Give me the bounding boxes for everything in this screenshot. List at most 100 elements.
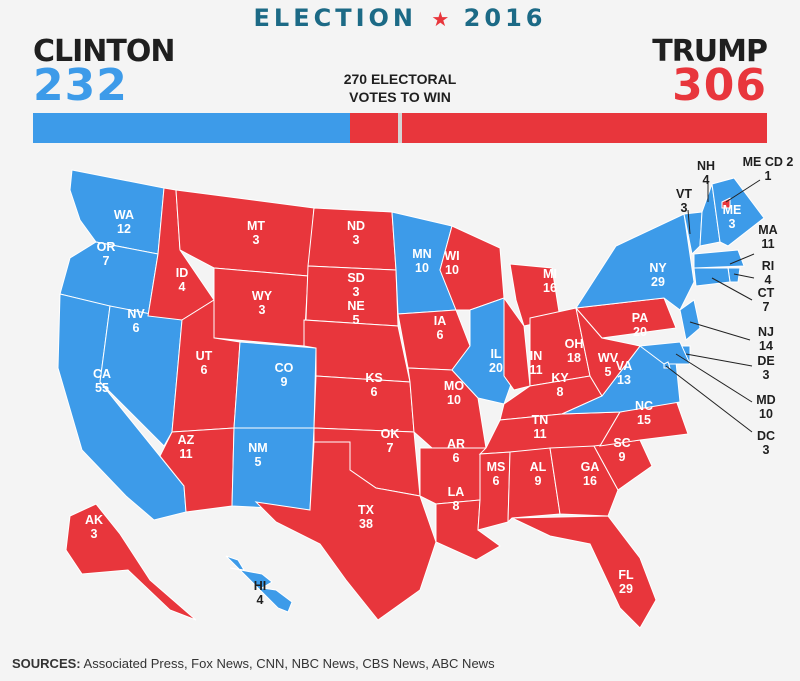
state-label-de: DE 3 <box>757 354 774 382</box>
state-shape-nm <box>231 427 315 511</box>
state-shape-me <box>711 177 765 247</box>
state-label-ar: AR 6 <box>447 437 465 465</box>
state-shape-ms <box>477 451 511 531</box>
state-shape-nc <box>599 399 689 447</box>
state-label-ca: CA 55 <box>93 367 111 395</box>
state-shape-ny <box>575 213 695 311</box>
electoral-vote-bar <box>33 113 767 143</box>
state-shape-fl <box>511 515 657 629</box>
trump-votes: 306 <box>672 60 767 111</box>
us-electoral-map: WA 12 OR 7 CA 55 NV 6 ID 4 MT 3 WY 3 UT 6 AZ 11 CO 9 NM 5 ND 3 S… <box>57 155 793 629</box>
threshold-marker <box>398 113 402 143</box>
state-label-tn: TN 11 <box>532 413 549 441</box>
state-shape-al <box>507 447 561 524</box>
state-shape-hi <box>225 555 293 613</box>
state-label-ia: IA 6 <box>434 314 447 342</box>
state-label-ak: AK 3 <box>85 513 103 541</box>
state-label-az: AZ 11 <box>178 433 195 461</box>
state-shape-ak <box>65 503 197 621</box>
threshold-label: 270 ELECTORAL VOTES TO WIN <box>300 70 500 106</box>
callout-line-de <box>685 353 753 367</box>
state-shape-ct <box>693 267 731 287</box>
state-label-ms: MS 6 <box>487 460 506 488</box>
state-label-ri: RI 4 <box>762 259 775 287</box>
state-label-il: IL 20 <box>489 347 503 375</box>
state-label-mn: MN 10 <box>412 247 431 275</box>
sources-text: Associated Press, Fox News, CNN, NBC New… <box>80 656 495 671</box>
callout-lines <box>665 179 761 433</box>
state-shape-ks <box>313 375 415 433</box>
state-label-wa: WA 12 <box>114 208 134 236</box>
state-label-fl: FL 29 <box>618 568 634 596</box>
state-label-al: AL 9 <box>530 460 547 488</box>
callout-line-md <box>675 353 753 403</box>
state-shape-wv <box>575 306 641 397</box>
state-label-wv: WV 5 <box>598 351 619 379</box>
state-label-nj: NJ 14 <box>758 325 774 353</box>
clinton-bar-segment <box>33 113 350 143</box>
state-label-sc: SC 9 <box>613 436 630 464</box>
callout-line-ri <box>733 273 755 279</box>
state-label-mt: MT 3 <box>247 219 265 247</box>
state-shape-in <box>503 296 531 391</box>
state-label-me: ME 3 <box>723 203 742 231</box>
state-label-wy: WY 3 <box>252 289 273 317</box>
state-label-mi: MI 16 <box>543 267 557 295</box>
state-label-nv: NV 6 <box>127 307 145 335</box>
state-label-dc: DC 3 <box>757 429 775 457</box>
clinton-votes: 232 <box>33 60 128 111</box>
title-left: ELECTION <box>253 4 418 32</box>
state-label-or: OR 7 <box>97 240 116 268</box>
state-label-sd: SD 3 <box>347 271 364 299</box>
callout-line-vt <box>687 209 691 235</box>
trump-bar-segment <box>349 113 767 143</box>
threshold-line1: 270 ELECTORAL <box>343 71 457 87</box>
state-label-ct: CT 7 <box>758 286 775 314</box>
state-shape-ne <box>303 319 411 383</box>
callout-line-me-cd-2 <box>725 179 761 203</box>
state-label-mo: MO 10 <box>444 379 464 407</box>
state-label-nd: ND 3 <box>347 219 365 247</box>
state-shape-co <box>233 341 317 429</box>
clinton-name: CLINTON <box>33 34 175 69</box>
threshold-line2: VOTES TO WIN <box>349 89 451 105</box>
state-label-ut: UT 6 <box>196 349 213 377</box>
callout-line-dc <box>665 365 753 433</box>
callout-line-ma <box>729 253 755 265</box>
state-shapes <box>57 169 765 629</box>
state-label-va: VA 13 <box>616 359 632 387</box>
state-label-in: IN 11 <box>529 349 542 377</box>
state-label-id: ID 4 <box>176 266 189 294</box>
state-label-ga: GA 16 <box>581 460 600 488</box>
state-label-la: LA 8 <box>448 485 465 513</box>
star-icon: ★ <box>431 7 450 31</box>
state-label-tx: TX 38 <box>358 503 375 531</box>
trump-name: TRUMP <box>652 34 768 69</box>
callout-line-ct <box>711 277 753 301</box>
state-label-co: CO 9 <box>275 361 294 389</box>
state-label-wi: WI 10 <box>444 249 459 277</box>
callout-line-nj <box>689 321 751 341</box>
state-shape-nj <box>679 299 701 341</box>
state-label-pa: PA 20 <box>632 311 648 339</box>
state-shape-dc <box>663 361 671 369</box>
state-label-nc: NC 15 <box>635 399 653 427</box>
page-title: ELECTION ★ 2016 <box>0 4 800 32</box>
state-shape-mt <box>175 189 315 277</box>
state-shape-md <box>638 341 691 365</box>
state-label-ne: NE 5 <box>347 299 364 327</box>
state-labels: WA 12 OR 7 CA 55 NV 6 ID 4 MT 3 WY 3 UT 6 AZ 11 CO 9 NM 5 ND 3 S… <box>85 155 793 607</box>
state-label-ok: OK 7 <box>381 427 400 455</box>
sources-note: SOURCES: Associated Press, Fox News, CNN… <box>12 656 495 671</box>
state-label-oh: OH 18 <box>565 337 584 365</box>
state-label-ma: MA 11 <box>758 223 777 251</box>
title-right: 2016 <box>463 4 547 32</box>
state-shape-tx <box>254 441 437 621</box>
state-label-nm: NM 5 <box>248 441 267 469</box>
state-shape-ma <box>693 249 745 269</box>
state-shape-ga <box>549 445 619 517</box>
state-label-ky: KY 8 <box>551 371 569 399</box>
state-label-vt: VT 3 <box>676 187 692 215</box>
state-label-md: MD 10 <box>756 393 775 421</box>
